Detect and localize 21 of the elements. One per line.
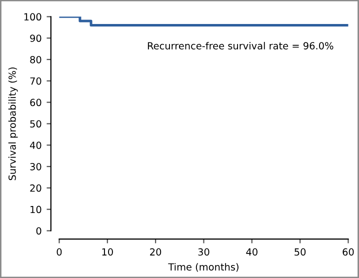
y-tick-label: 10 (30, 206, 42, 214)
x-tick-label: 60 (342, 248, 354, 256)
y-tick-label: 30 (30, 163, 42, 170)
x-tick-label: 10 (102, 248, 113, 256)
y-tick-label: 60 (30, 98, 42, 106)
y-axis-title: Survival probability (%) (8, 68, 18, 180)
x-tick-label: 0 (56, 248, 62, 256)
y-tick-label: 40 (30, 142, 42, 149)
y-tick-label: 50 (30, 120, 42, 128)
x-tick-label: 40 (246, 248, 258, 256)
y-tick-label: 20 (30, 184, 42, 192)
y-tick-label: 100 (24, 13, 42, 21)
y-tick-label: 80 (30, 56, 42, 64)
y-tick-label: 0 (36, 227, 42, 235)
x-axis-title: Time (months) (168, 263, 238, 272)
x-tick-label: 30 (198, 248, 210, 256)
annotation: Recurrence-free survival rate = 96.0% (148, 42, 334, 50)
y-tick-label: 70 (30, 77, 42, 85)
x-tick-label: 50 (294, 248, 306, 256)
y-tick-label: 90 (30, 34, 42, 42)
x-tick-label: 20 (150, 248, 162, 256)
